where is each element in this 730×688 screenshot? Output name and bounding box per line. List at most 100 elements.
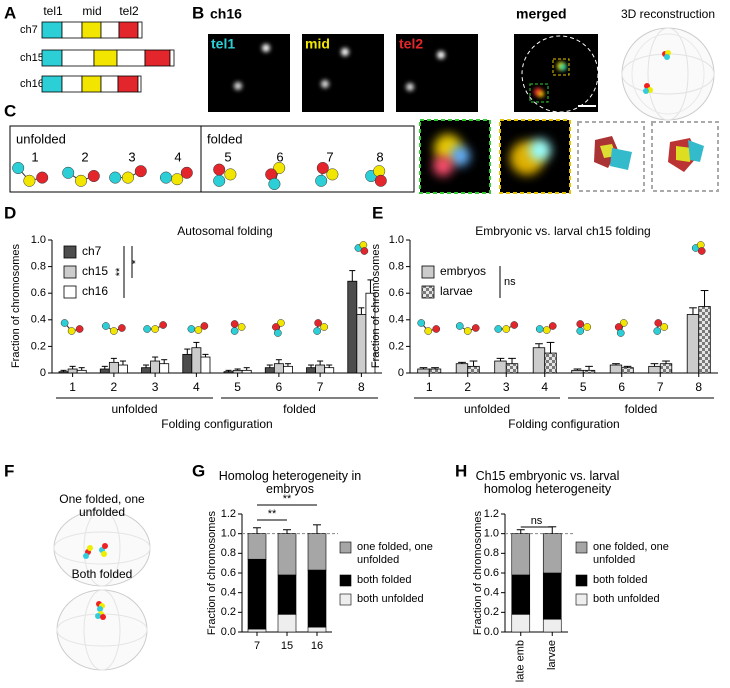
chromosome-segment bbox=[61, 49, 95, 67]
bar bbox=[264, 367, 275, 374]
bar bbox=[76, 369, 87, 374]
chromosome-segment bbox=[169, 49, 175, 67]
icon-locus bbox=[576, 327, 585, 335]
bar bbox=[582, 369, 596, 374]
bar bbox=[698, 306, 711, 374]
icon-locus bbox=[74, 174, 88, 187]
legend-label: both folded bbox=[357, 574, 412, 586]
icon-locus bbox=[67, 327, 76, 335]
bar bbox=[273, 363, 284, 374]
y-tick-label: 1.0 bbox=[31, 234, 46, 246]
y-tick-label: 0.6 bbox=[484, 567, 499, 579]
bar bbox=[324, 367, 335, 374]
y-axis-label: Fraction of chromosomes bbox=[370, 243, 382, 368]
icon-locus bbox=[697, 247, 706, 255]
icon-locus bbox=[159, 321, 167, 329]
group-label: folded bbox=[625, 402, 658, 416]
icon-locus bbox=[87, 169, 100, 183]
bar bbox=[347, 280, 358, 374]
bar bbox=[494, 360, 507, 374]
channel-label: merged bbox=[516, 6, 567, 22]
icon-locus bbox=[542, 326, 551, 334]
channel-label: tel1 bbox=[211, 36, 235, 52]
bar-segment bbox=[511, 574, 531, 615]
group-label: unfolded bbox=[464, 402, 510, 416]
legend-swatch bbox=[63, 285, 77, 299]
bar bbox=[621, 367, 634, 374]
icon-locus bbox=[535, 325, 544, 333]
channel-label: tel2 bbox=[399, 36, 423, 52]
icon-locus bbox=[12, 161, 25, 175]
text-box: both unfolded bbox=[357, 593, 424, 605]
legend-swatch bbox=[421, 265, 435, 279]
bar bbox=[306, 367, 316, 374]
bar-segment bbox=[542, 533, 562, 574]
bar bbox=[150, 360, 161, 374]
bar bbox=[58, 371, 69, 374]
legend-label: one folded, one unfolded bbox=[593, 541, 669, 566]
icon-locus bbox=[102, 322, 110, 330]
panel-label: C bbox=[4, 101, 16, 120]
group-label: unfolded bbox=[16, 131, 66, 146]
x-tick-label: 5 bbox=[234, 380, 241, 394]
chromosome-segment bbox=[137, 75, 142, 93]
icon-locus bbox=[455, 322, 464, 330]
bar-segment bbox=[307, 626, 327, 633]
icon-locus bbox=[360, 247, 369, 255]
x-tick-label: 7 bbox=[254, 640, 260, 652]
chromosome-segment bbox=[61, 75, 83, 93]
sphere-label: One folded, one unfolded bbox=[59, 493, 145, 519]
config-number: 6 bbox=[276, 149, 283, 164]
icon-locus bbox=[213, 174, 226, 187]
panel-label: A bbox=[4, 3, 16, 22]
bar bbox=[356, 314, 367, 374]
x-tick-label: 3 bbox=[503, 380, 510, 394]
icon-locus bbox=[62, 166, 75, 179]
y-tick-label: 0.6 bbox=[31, 287, 46, 299]
chromosome-segment bbox=[137, 21, 143, 39]
bar bbox=[108, 361, 119, 374]
config-number: 4 bbox=[174, 149, 181, 164]
bar bbox=[686, 314, 700, 374]
bar bbox=[283, 365, 293, 374]
significance-label: ns bbox=[504, 276, 516, 288]
icon-locus bbox=[616, 329, 625, 337]
chromosome-label: ch16 bbox=[20, 78, 44, 90]
text-box: both folded bbox=[593, 574, 648, 586]
bar-segment bbox=[307, 533, 327, 571]
panel-label: G bbox=[192, 461, 205, 480]
bar-segment bbox=[511, 613, 531, 633]
text-box: Both folded bbox=[71, 568, 133, 581]
bar bbox=[200, 356, 211, 374]
sphere-label: Both folded bbox=[71, 568, 133, 581]
icon-locus bbox=[200, 322, 209, 330]
bar-segment bbox=[542, 572, 562, 620]
y-tick-label: 0.2 bbox=[221, 606, 236, 618]
bar bbox=[223, 371, 234, 374]
legend-swatch bbox=[63, 245, 77, 259]
y-tick-label: 0.0 bbox=[221, 626, 236, 638]
chromosome-segment bbox=[100, 21, 120, 39]
icon-locus bbox=[315, 174, 328, 187]
chart-title: Ch15 embryonic vs. larval homolog hetero… bbox=[475, 470, 620, 496]
x-tick-label: 6 bbox=[276, 380, 283, 394]
text-box: Homolog heterogeneity in embryos bbox=[219, 470, 361, 496]
legend-swatch bbox=[339, 541, 352, 554]
icon-locus bbox=[326, 168, 339, 181]
bar bbox=[67, 368, 78, 374]
x-tick-label: 4 bbox=[193, 380, 200, 394]
icon-locus bbox=[180, 166, 193, 179]
significance-label: ** bbox=[114, 267, 126, 276]
x-tick-label: 1 bbox=[426, 380, 433, 394]
panel-label: B bbox=[192, 3, 204, 22]
bar bbox=[544, 352, 557, 374]
chromosome-segment bbox=[93, 49, 118, 67]
legend-label: larvae bbox=[440, 284, 473, 298]
bar bbox=[141, 367, 151, 374]
icon-locus bbox=[230, 327, 239, 335]
icon-locus bbox=[187, 325, 196, 333]
legend-label: both folded bbox=[593, 574, 648, 586]
nucleus-renderings bbox=[53, 509, 151, 671]
x-tick-label: 4 bbox=[541, 380, 548, 394]
locus-label: tel1 bbox=[43, 4, 63, 18]
